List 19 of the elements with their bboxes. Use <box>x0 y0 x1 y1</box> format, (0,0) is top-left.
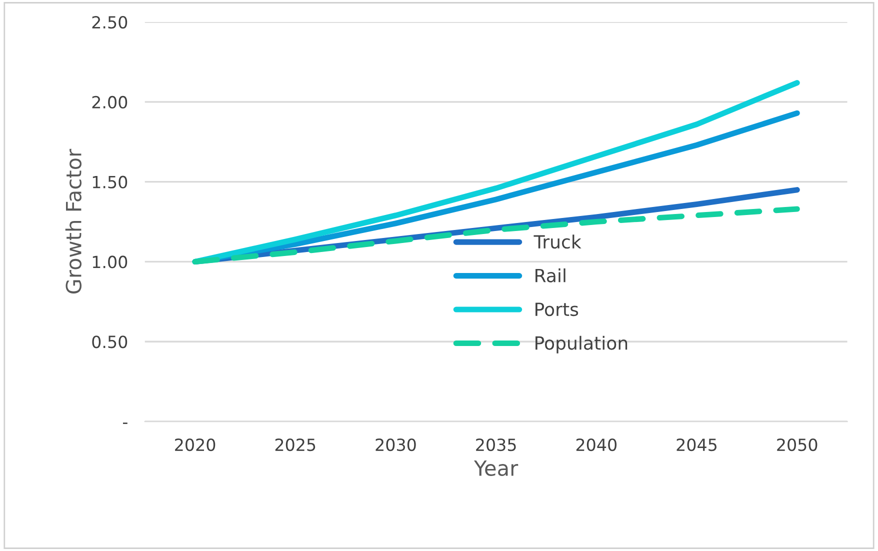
x-tick-label: 2020 <box>175 438 216 452</box>
x-tick-label: 2050 <box>777 438 818 452</box>
legend-label: Rail <box>536 268 566 282</box>
y-tick-label: 2.50 <box>92 16 128 29</box>
y-tick-label: 0.50 <box>92 336 128 348</box>
y-tick-label: 1.50 <box>92 176 128 188</box>
y-tick-label: 1.00 <box>92 256 128 268</box>
legend-label: Ports <box>536 302 578 316</box>
y-tick-label: - <box>123 422 128 424</box>
x-axis-title: Year <box>474 460 518 476</box>
x-tick-label: 2045 <box>676 438 717 452</box>
x-tick-label: 2040 <box>576 438 617 452</box>
x-tick-label: 2030 <box>376 438 416 452</box>
y-tick-label: 2.00 <box>92 96 128 109</box>
legend-label: Population <box>536 336 628 354</box>
y-axis-title: Growth Factor <box>65 148 82 294</box>
x-tick-label: 2025 <box>275 438 316 452</box>
x-tick-label: 2035 <box>476 438 516 452</box>
legend-label: Truck <box>534 234 582 249</box>
